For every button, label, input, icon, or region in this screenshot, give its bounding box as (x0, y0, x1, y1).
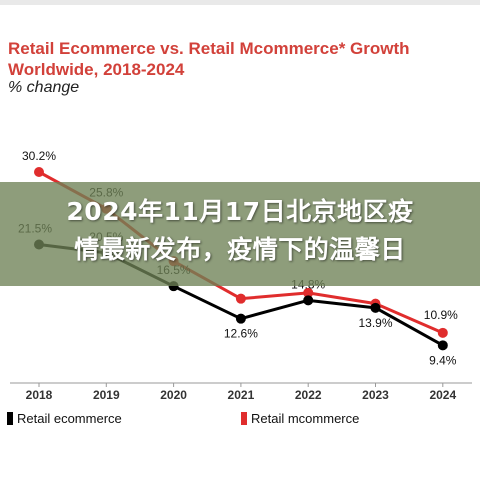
data-point-mcommerce-2024 (437, 327, 448, 338)
data-point-mcommerce-2021 (235, 293, 246, 304)
headline-banner (0, 182, 480, 286)
headline-text: 2024年11月17日北京地区疫 情最新发布，疫情下的温馨日 (0, 193, 480, 269)
data-label-mcommerce-2024: 10.9% (424, 308, 458, 322)
legend-label-ecommerce: Retail ecommerce (17, 411, 122, 426)
x-tick-label-2020: 2020 (160, 388, 187, 402)
data-point-ecommerce-2024 (437, 340, 448, 351)
data-point-ecommerce-2022 (303, 295, 314, 306)
legend-swatch-ecommerce (7, 412, 13, 425)
data-point-mcommerce-2018 (34, 167, 44, 177)
chart-subtitle: % change (8, 79, 80, 96)
chart-title: Retail Ecommerce vs. Retail Mcommerce* G… (8, 39, 410, 79)
legend-item-mcommerce: Retail mcommerce (241, 411, 359, 426)
x-tick-label-2023: 2023 (362, 388, 389, 402)
data-point-ecommerce-2023 (370, 302, 381, 313)
legend-swatch-mcommerce (241, 412, 247, 425)
x-tick-label-2019: 2019 (93, 388, 120, 402)
x-tick-label-2021: 2021 (228, 388, 255, 402)
x-tick-label-2024: 2024 (429, 388, 456, 402)
top-divider (0, 0, 480, 5)
legend-item-ecommerce: Retail ecommerce (7, 411, 122, 426)
data-label-ecommerce-2021: 12.6% (224, 327, 258, 341)
data-point-mcommerce-2022 (303, 287, 314, 298)
headline-line-2: 情最新发布，疫情下的温馨日 (74, 235, 406, 264)
headline-line-1: 2024年11月17日北京地区疫 (66, 197, 414, 226)
x-tick-label-2022: 2022 (295, 388, 322, 402)
data-label-mcommerce-2018: 30.2% (22, 149, 56, 163)
data-label-ecommerce-2023: 13.9% (358, 316, 392, 330)
x-tick-label-2018: 2018 (26, 388, 53, 402)
data-label-ecommerce-2024: 9.4% (429, 353, 457, 367)
data-point-ecommerce-2021 (235, 313, 246, 324)
legend-label-mcommerce: Retail mcommerce (251, 411, 360, 426)
